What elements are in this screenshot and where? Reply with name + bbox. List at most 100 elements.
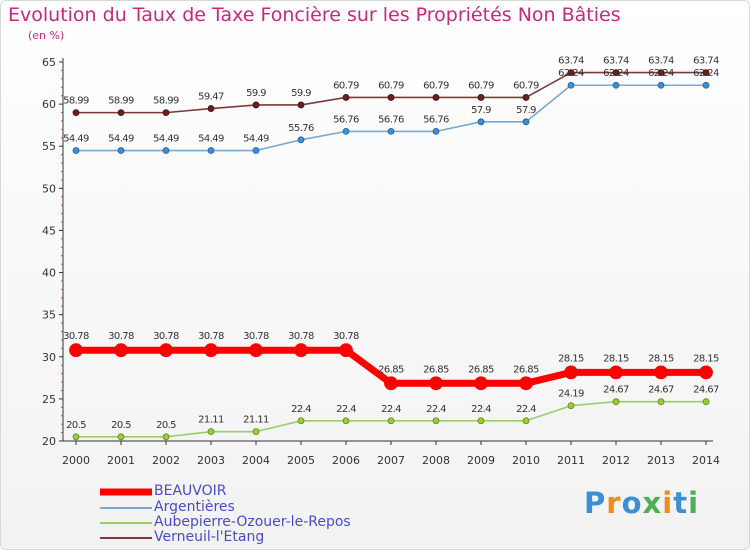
data-label-beauvoir: 26.85 <box>513 364 539 375</box>
data-label-argentieres: 54.49 <box>198 134 224 145</box>
data-label-argentieres: 56.76 <box>378 114 404 125</box>
data-point-argentieres <box>117 147 125 154</box>
y-tick-label: 25 <box>42 393 56 406</box>
data-point-beauvoir <box>609 365 623 380</box>
data-label-beauvoir: 26.85 <box>423 364 449 375</box>
data-point-argentieres <box>522 118 530 126</box>
data-label-verneuil-l-etang: 63.74 <box>648 56 674 67</box>
data-label-aubepierre-ozouer-le-repos: 20.5 <box>66 420 86 431</box>
data-label-aubepierre-ozouer-le-repos: 22.4 <box>516 404 536 415</box>
data-label-verneuil-l-etang: 59.47 <box>198 92 224 103</box>
y-tick-label: 45 <box>42 224 56 237</box>
legend-label-aubepierre-ozouer-le-repos: Aubepierre-Ozouer-le-Repos <box>154 514 351 530</box>
x-tick-label: 2002 <box>152 454 180 467</box>
data-point-verneuil-l-etang <box>657 69 665 77</box>
data-label-aubepierre-ozouer-le-repos: 24.67 <box>603 385 629 396</box>
data-point-beauvoir <box>294 343 308 358</box>
data-point-verneuil-l-etang <box>342 94 350 101</box>
data-label-verneuil-l-etang: 58.99 <box>108 96 134 107</box>
x-tick-label: 2004 <box>242 454 270 467</box>
x-tick-label: 2009 <box>467 454 495 467</box>
logo-letter: i <box>688 486 700 520</box>
data-point-verneuil-l-etang <box>432 94 440 101</box>
data-point-aubepierre-ozouer-le-repos <box>162 433 170 441</box>
data-label-argentieres: 62.24 <box>558 68 584 79</box>
data-label-beauvoir: 26.85 <box>468 364 494 375</box>
data-point-aubepierre-ozouer-le-repos <box>567 402 575 410</box>
data-label-verneuil-l-etang: 58.99 <box>153 96 179 107</box>
data-point-argentieres <box>657 81 665 89</box>
x-tick-label: 2007 <box>377 454 405 467</box>
logo-letter: o <box>621 486 643 520</box>
y-tick-label: 30 <box>42 351 56 364</box>
data-point-argentieres <box>342 127 350 135</box>
data-point-beauvoir <box>384 376 398 391</box>
x-tick-label: 2001 <box>107 454 135 467</box>
data-label-verneuil-l-etang: 60.79 <box>423 80 449 91</box>
y-axis-unit: (en %) <box>28 29 65 42</box>
data-label-aubepierre-ozouer-le-repos: 24.67 <box>693 385 719 396</box>
data-label-argentieres: 54.49 <box>243 134 269 145</box>
data-point-aubepierre-ozouer-le-repos <box>297 417 305 425</box>
data-label-aubepierre-ozouer-le-repos: 24.67 <box>648 385 674 396</box>
data-point-beauvoir <box>114 343 128 358</box>
data-point-argentieres <box>207 147 215 154</box>
data-label-aubepierre-ozouer-le-repos: 22.4 <box>471 404 491 415</box>
x-tick-label: 2012 <box>602 454 630 467</box>
data-label-beauvoir: 30.78 <box>333 331 359 342</box>
data-point-verneuil-l-etang <box>387 94 395 101</box>
data-label-argentieres: 62.24 <box>648 68 674 79</box>
x-tick-label: 2003 <box>197 454 225 467</box>
data-point-verneuil-l-etang <box>522 94 530 101</box>
data-label-beauvoir: 30.78 <box>198 331 224 342</box>
x-tick-label: 2000 <box>62 454 90 467</box>
data-point-aubepierre-ozouer-le-repos <box>207 428 215 436</box>
y-tick-label: 50 <box>42 182 56 195</box>
data-label-aubepierre-ozouer-le-repos: 20.5 <box>156 420 176 431</box>
y-tick-label: 55 <box>42 140 56 153</box>
data-label-argentieres: 54.49 <box>108 134 134 145</box>
chart-title: Evolution du Taux de Taxe Foncière sur l… <box>8 4 621 26</box>
data-point-verneuil-l-etang <box>612 69 620 77</box>
data-label-beauvoir: 28.15 <box>648 353 674 364</box>
legend-label-argentieres: Argentières <box>154 499 235 515</box>
logo-letter: P <box>584 486 607 520</box>
logo-letter: r <box>606 486 622 520</box>
data-point-aubepierre-ozouer-le-repos <box>612 398 620 406</box>
data-point-beauvoir <box>249 343 263 358</box>
data-point-aubepierre-ozouer-le-repos <box>477 417 485 425</box>
data-label-aubepierre-ozouer-le-repos: 20.5 <box>111 420 131 431</box>
x-tick-label: 2013 <box>647 454 675 467</box>
data-point-aubepierre-ozouer-le-repos <box>387 417 395 425</box>
data-label-beauvoir: 30.78 <box>243 331 269 342</box>
legend-label-verneuil-l-etang: Verneuil-l'Etang <box>154 529 265 545</box>
data-point-argentieres <box>387 127 395 135</box>
data-point-aubepierre-ozouer-le-repos <box>432 417 440 425</box>
data-label-verneuil-l-etang: 60.79 <box>378 80 404 91</box>
data-point-argentieres <box>252 147 260 154</box>
x-tick-label: 2011 <box>557 454 585 467</box>
data-label-verneuil-l-etang: 63.74 <box>693 56 719 67</box>
data-point-aubepierre-ozouer-le-repos <box>522 417 530 425</box>
data-label-argentieres: 57.9 <box>516 105 536 116</box>
data-label-argentieres: 56.76 <box>333 114 359 125</box>
data-point-beauvoir <box>429 376 443 391</box>
data-label-beauvoir: 26.85 <box>378 364 404 375</box>
data-point-argentieres <box>162 147 170 154</box>
data-point-beauvoir <box>654 365 668 380</box>
data-point-beauvoir <box>69 343 83 358</box>
data-point-aubepierre-ozouer-le-repos <box>72 433 80 441</box>
x-tick-label: 2014 <box>692 454 720 467</box>
data-label-aubepierre-ozouer-le-repos: 22.4 <box>381 404 401 415</box>
data-label-argentieres: 62.24 <box>693 68 719 79</box>
data-label-argentieres: 57.9 <box>471 105 491 116</box>
data-point-aubepierre-ozouer-le-repos <box>657 398 665 406</box>
data-label-aubepierre-ozouer-le-repos: 22.4 <box>291 404 311 415</box>
data-label-beauvoir: 28.15 <box>693 353 719 364</box>
data-point-verneuil-l-etang <box>702 69 710 77</box>
data-label-argentieres: 62.24 <box>603 68 629 79</box>
y-tick-label: 20 <box>42 435 56 448</box>
data-label-aubepierre-ozouer-le-repos: 22.4 <box>426 404 446 415</box>
